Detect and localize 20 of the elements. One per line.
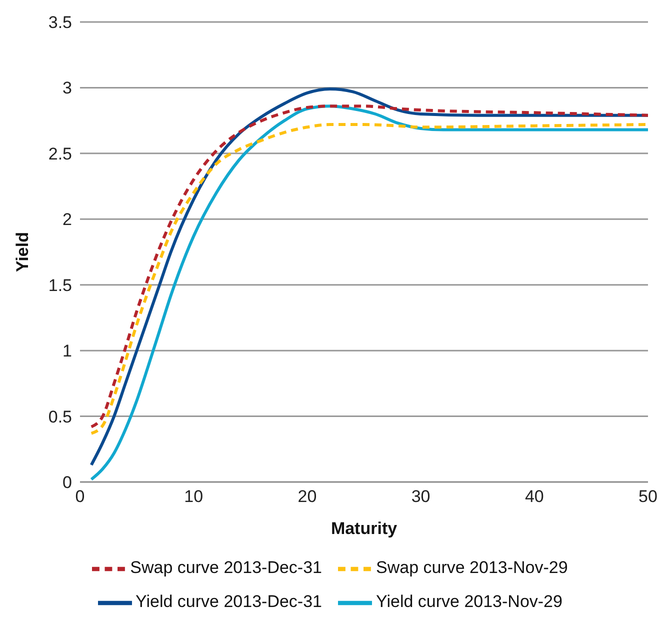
legend-label: Yield curve 2013-Nov-29	[376, 592, 562, 612]
y-tick-label: 3	[62, 78, 72, 98]
y-tick-label: 1.5	[48, 276, 72, 295]
x-tick-label: 50	[638, 487, 658, 506]
x-tick-label: 30	[411, 487, 430, 506]
y-tick-label: 0.5	[48, 407, 72, 426]
x-tick-label: 10	[184, 487, 204, 506]
y-tick-label: 3.5	[48, 13, 72, 32]
y-tick-label: 1	[62, 342, 72, 361]
x-tick-label: 0	[75, 487, 85, 506]
x-tick-label: 20	[298, 487, 317, 506]
legend-label: Swap curve 2013-Nov-29	[376, 558, 568, 578]
y-axis-title: Yield	[13, 232, 32, 272]
x-axis-title: Maturity	[330, 519, 398, 538]
y-tick-label: 2	[62, 210, 72, 230]
y-tick-label: 2.5	[48, 144, 72, 164]
legend-label: Swap curve 2013-Dec-31	[130, 558, 322, 578]
legend-label: Yield curve 2013-Dec-31	[136, 592, 322, 612]
x-tick-label: 40	[524, 487, 544, 506]
y-tick-label: 0	[62, 473, 72, 492]
